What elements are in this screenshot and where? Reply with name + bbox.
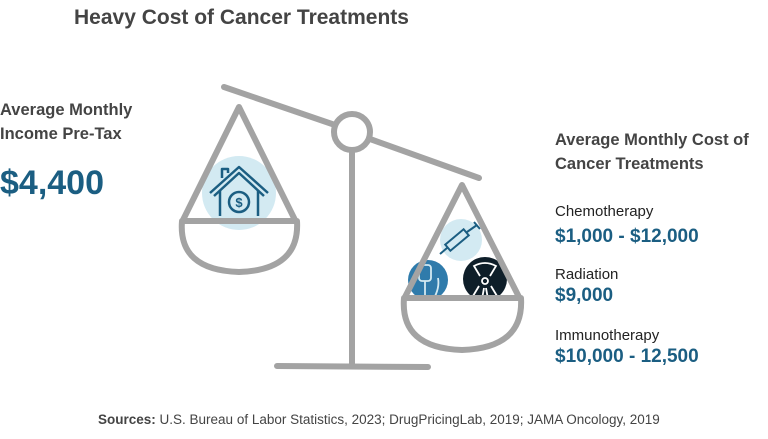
income-value: $4,400 <box>0 164 104 202</box>
sources-label: Sources: <box>98 412 156 427</box>
chemotherapy-cost: $1,000 - $12,000 <box>555 226 699 247</box>
immunotherapy-cost: $10,000 - 12,500 <box>555 346 699 367</box>
income-label: Average Monthly Income Pre-Tax <box>0 98 132 146</box>
radiation-circle <box>463 257 507 301</box>
svg-text:$: $ <box>235 195 243 210</box>
cost-label-line2: Cancer Treatments <box>555 155 704 173</box>
sources-text: U.S. Bureau of Labor Statistics, 2023; D… <box>155 412 660 427</box>
radiation-cost: $9,000 <box>555 285 614 306</box>
cost-label-line1: Average Monthly Cost of <box>555 131 749 149</box>
house-dollar-icon: $ <box>209 165 269 216</box>
income-label-line2: Income Pre-Tax <box>0 125 122 143</box>
scale-base <box>274 363 431 370</box>
scale-beam-left <box>221 84 338 128</box>
immunotherapy-label: Immunotherapy <box>555 327 660 344</box>
left-pan <box>178 104 301 275</box>
syringe-icon <box>439 221 481 255</box>
radiation-label: Radiation <box>555 266 619 283</box>
scale-beam-right <box>367 136 482 181</box>
scale-pivot <box>331 111 373 153</box>
sources-note: Sources: U.S. Bureau of Labor Statistics… <box>98 412 660 427</box>
right-pan <box>400 182 525 353</box>
cost-label: Average Monthly Cost of Cancer Treatment… <box>555 128 749 176</box>
income-label-line1: Average Monthly <box>0 101 133 119</box>
chemotherapy-label: Chemotherapy <box>555 203 654 220</box>
page-title: Heavy Cost of Cancer Treatments <box>74 6 409 29</box>
